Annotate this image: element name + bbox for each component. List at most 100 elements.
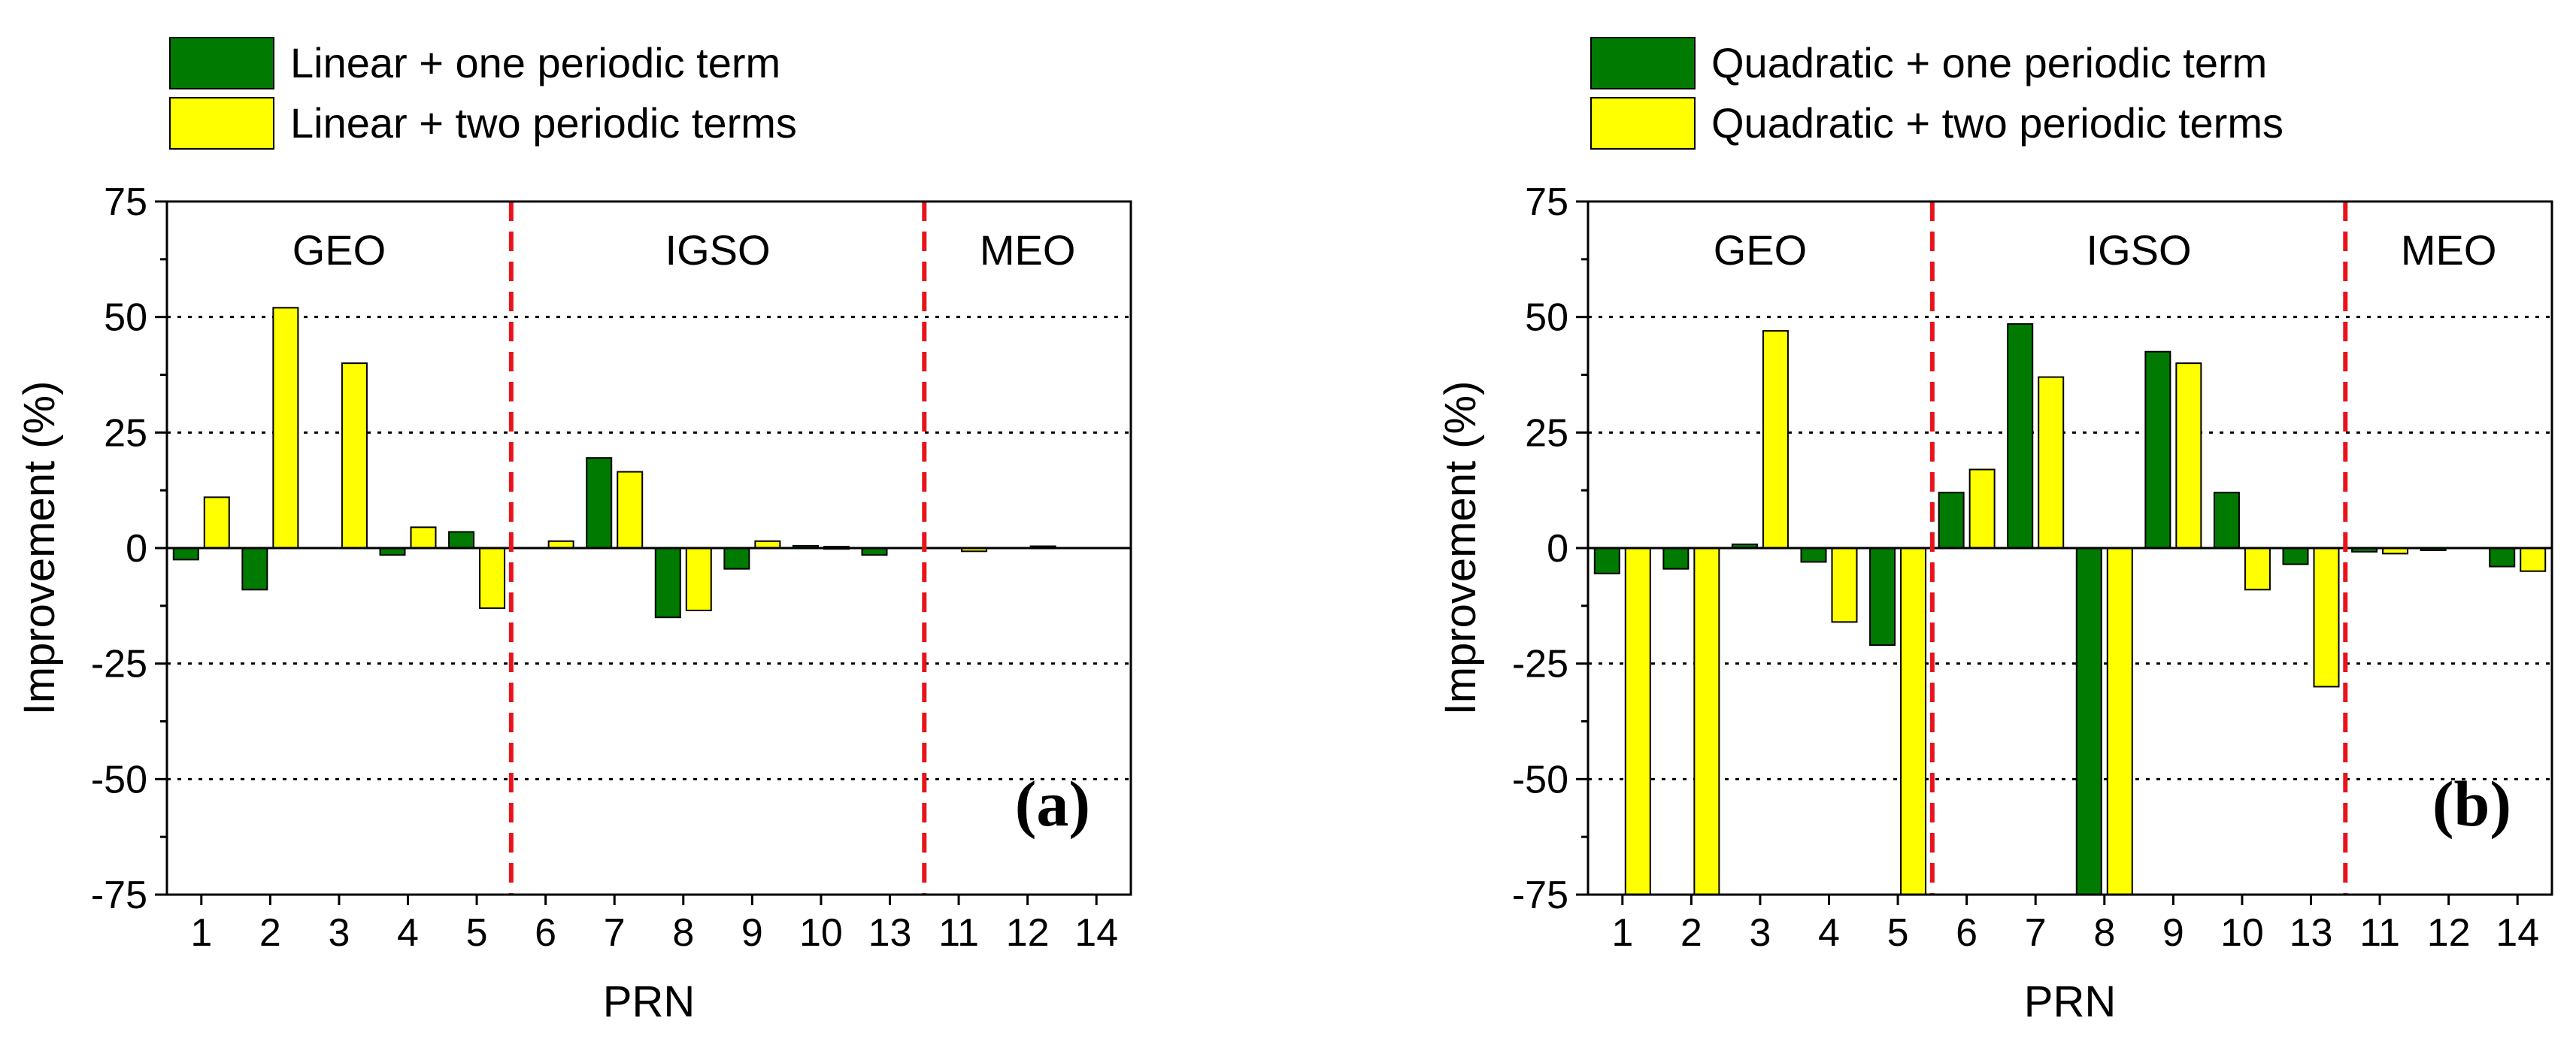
panel-b-xtick-label-2: 2	[1680, 911, 1702, 955]
panel-b-y-axis-title: Improvement (%)	[1436, 381, 1485, 716]
panel-b-legend-label-2: Quadratic + two periodic terms	[1711, 99, 2284, 147]
panel-b-bar-s2-9	[2175, 362, 2202, 549]
panel-a-xtick-label-2: 2	[259, 911, 281, 955]
panel-a-ytick-label--25: -25	[91, 643, 147, 686]
panel-a-xtick-label-8: 8	[672, 911, 694, 955]
panel-b-panel-tag: (b)	[2432, 768, 2511, 840]
panel-a-bar-s1-7	[586, 457, 613, 550]
panel-b-bar-s1-6	[1938, 492, 1965, 549]
panel-b-legend-label-1: Quadratic + one periodic term	[1711, 39, 2267, 86]
panel-a-panel-tag: (a)	[1015, 768, 1090, 840]
panel-b-bars	[1593, 323, 2547, 895]
panel-b-legend-swatch-2	[1590, 97, 1696, 150]
panel-a-region-label-igso: IGSO	[665, 226, 771, 274]
panel-b-ytick-label--50: -50	[1512, 758, 1568, 801]
panel-a-xtick-label-14: 14	[1074, 911, 1118, 955]
panel-b-xtick-label-14: 14	[2496, 911, 2539, 955]
panel-a-xtick-label-11: 11	[938, 911, 979, 955]
panel-a-ytick-label-0: 0	[126, 527, 147, 571]
panel-b-bar-s2-13	[2313, 547, 2340, 688]
panel-b-bar-s2-5	[1900, 547, 1927, 895]
panel-a-legend-swatch-1	[169, 37, 274, 89]
panel-a-bar-s2-8	[685, 547, 712, 611]
panel-b-xtick-label-7: 7	[2025, 911, 2047, 955]
panel-a-ytick-label--50: -50	[91, 758, 147, 801]
panel-b-bar-s1-13	[2282, 547, 2309, 565]
panel-b-xtick-label-8: 8	[2093, 911, 2115, 955]
panel-a-bar-s1-2	[241, 547, 268, 591]
panel-b-xtick-label-12: 12	[2427, 911, 2471, 955]
panel-a-ytick-label--75: -75	[91, 874, 147, 917]
panel-b-xtick-label-6: 6	[1956, 911, 1977, 955]
panel-b-bar-s2-4	[1831, 547, 1858, 623]
panel-b-bar-s2-8	[2106, 547, 2133, 895]
panel-a-xtick-label-6: 6	[535, 911, 556, 955]
panel-a-bar-s2-3	[341, 362, 368, 549]
panel-a-bar-s2-4	[410, 526, 437, 550]
panel-b-xtick-label-4: 4	[1818, 911, 1840, 955]
panel-a-xtick-label-3: 3	[328, 911, 350, 955]
panel-b-bar-s1-1	[1593, 547, 1620, 574]
panel-b-bar-s1-4	[1800, 547, 1827, 563]
panel-a-y-axis-title: Improvement (%)	[15, 381, 64, 716]
panel-a-bar-s2-5	[479, 547, 506, 609]
panel-a-bar-s1-9	[723, 547, 750, 570]
panel-b-xtick-label-9: 9	[2162, 911, 2184, 955]
panel-b-legend-swatch-1	[1590, 37, 1696, 89]
panel-b-bar-s2-3	[1762, 330, 1789, 549]
panel-b-region-label-geo: GEO	[1714, 226, 1807, 274]
panel-b-bar-s2-2	[1693, 547, 1720, 895]
panel-a-ytick-label-75: 75	[104, 180, 147, 224]
panel-a-xtick-label-5: 5	[466, 911, 488, 955]
panel-a-region-label-geo: GEO	[292, 226, 386, 274]
panel-b-xtick-label-11: 11	[2359, 911, 2400, 955]
panel-b-ytick-label--75: -75	[1512, 874, 1568, 917]
panel-b-bar-s1-8	[2075, 547, 2102, 895]
panel-b-xtick-label-1: 1	[1611, 911, 1633, 955]
panel-b-bar-s1-10	[2213, 492, 2240, 549]
panel-b-ytick-label-50: 50	[1525, 296, 1568, 340]
panel-a-xtick-label-7: 7	[604, 911, 626, 955]
panel-a-legend-swatch-2	[169, 97, 274, 150]
panel-b-bar-s2-7	[2038, 376, 2065, 549]
panel-a-xtick-label-10: 10	[799, 911, 843, 955]
panel-b-x-axis-title: PRN	[2024, 977, 2116, 1026]
panel-b-bar-s2-10	[2244, 547, 2271, 591]
panel-b-region-label-meo: MEO	[2401, 226, 2497, 274]
panel-a-xtick-label-9: 9	[741, 911, 763, 955]
panel-b-xtick-label-3: 3	[1749, 911, 1771, 955]
panel-a-bar-s1-8	[654, 547, 681, 619]
panel-a-bar-s1-5	[448, 531, 475, 550]
panel-b-bar-s1-14	[2489, 547, 2516, 568]
panel-a-bar-s1-1	[172, 547, 199, 561]
panel-a-ytick-label-50: 50	[104, 296, 147, 340]
panel-b-bar-s2-1	[1624, 547, 1651, 895]
panel-a-legend-label-1: Linear + one periodic term	[290, 39, 780, 86]
panel-b-xtick-label-13: 13	[2290, 911, 2333, 955]
panel-a-xtick-label-1: 1	[190, 911, 212, 955]
panel-b-ytick-label--25: -25	[1512, 643, 1568, 686]
panel-b-bar-s1-2	[1662, 547, 1690, 570]
panel-a-xtick-label-13: 13	[868, 911, 912, 955]
panel-b-bar-s2-6	[1968, 468, 1996, 549]
panel-a-x-axis-title: PRN	[603, 977, 695, 1026]
panel-a-ytick-label-25: 25	[104, 411, 147, 455]
panel-b-xtick-label-5: 5	[1887, 911, 1909, 955]
panel-a-bar-s2-2	[272, 307, 299, 549]
panel-b-bar-s2-14	[2520, 547, 2547, 572]
panel-a-region-label-meo: MEO	[980, 226, 1076, 274]
panel-a-xtick-label-4: 4	[397, 911, 419, 955]
panel-b-bar-s1-9	[2144, 350, 2171, 549]
panel-b-region-label-igso: IGSO	[2087, 226, 2192, 274]
panel-b-bar-s1-5	[1869, 547, 1896, 647]
panel-b-xtick-label-10: 10	[2220, 911, 2264, 955]
panel-a-xtick-label-12: 12	[1006, 911, 1050, 955]
panel-b-bar-s1-7	[2007, 323, 2034, 549]
panel-b-ytick-label-25: 25	[1525, 411, 1568, 455]
panel-a-bar-s2-7	[617, 471, 644, 550]
panel-b-ytick-label-0: 0	[1547, 527, 1568, 571]
panel-a-legend-label-2: Linear + two periodic terms	[290, 99, 797, 147]
